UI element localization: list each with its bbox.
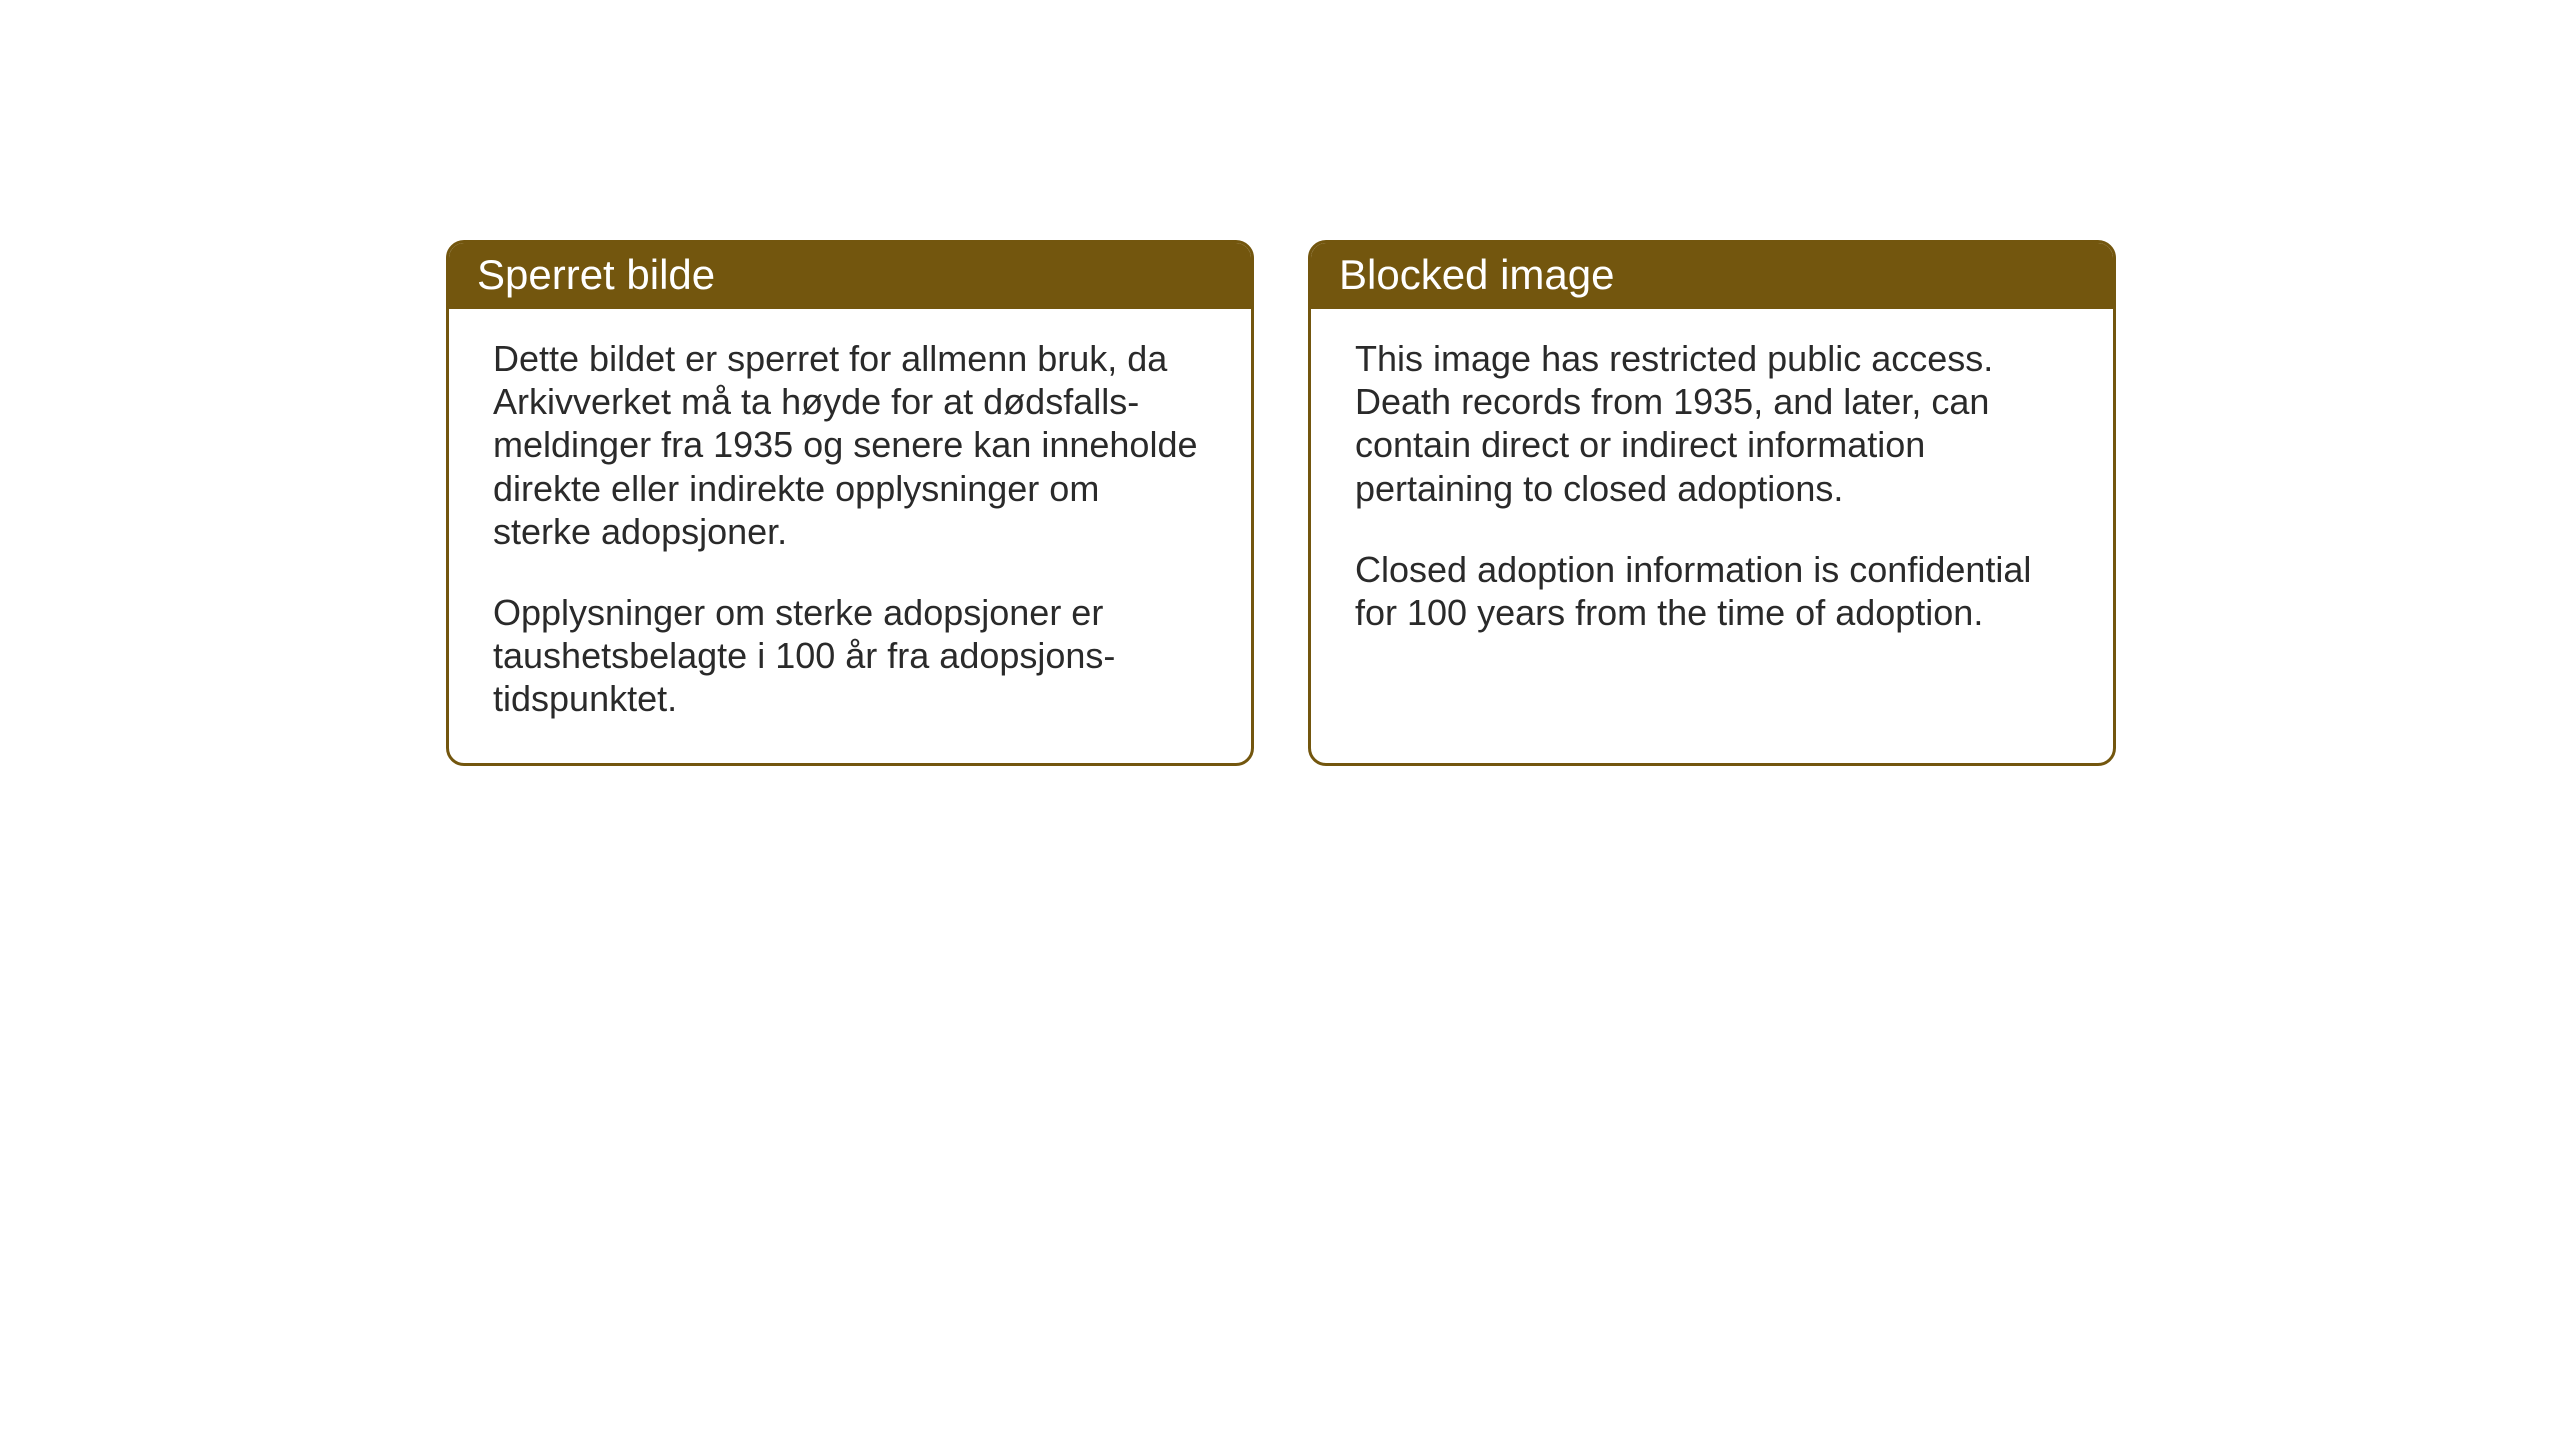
- notice-header-english: Blocked image: [1311, 243, 2113, 309]
- notice-box-norwegian: Sperret bilde Dette bildet er sperret fo…: [446, 240, 1254, 766]
- notice-paragraph-2-norwegian: Opplysninger om sterke adopsjoner er tau…: [493, 591, 1207, 721]
- notice-paragraph-1-norwegian: Dette bildet er sperret for allmenn bruk…: [493, 337, 1207, 553]
- notice-body-english: This image has restricted public access.…: [1311, 309, 2113, 676]
- notice-paragraph-2-english: Closed adoption information is confident…: [1355, 548, 2069, 634]
- notice-box-english: Blocked image This image has restricted …: [1308, 240, 2116, 766]
- notice-header-norwegian: Sperret bilde: [449, 243, 1251, 309]
- notice-paragraph-1-english: This image has restricted public access.…: [1355, 337, 2069, 510]
- notice-container: Sperret bilde Dette bildet er sperret fo…: [446, 240, 2116, 766]
- notice-body-norwegian: Dette bildet er sperret for allmenn bruk…: [449, 309, 1251, 763]
